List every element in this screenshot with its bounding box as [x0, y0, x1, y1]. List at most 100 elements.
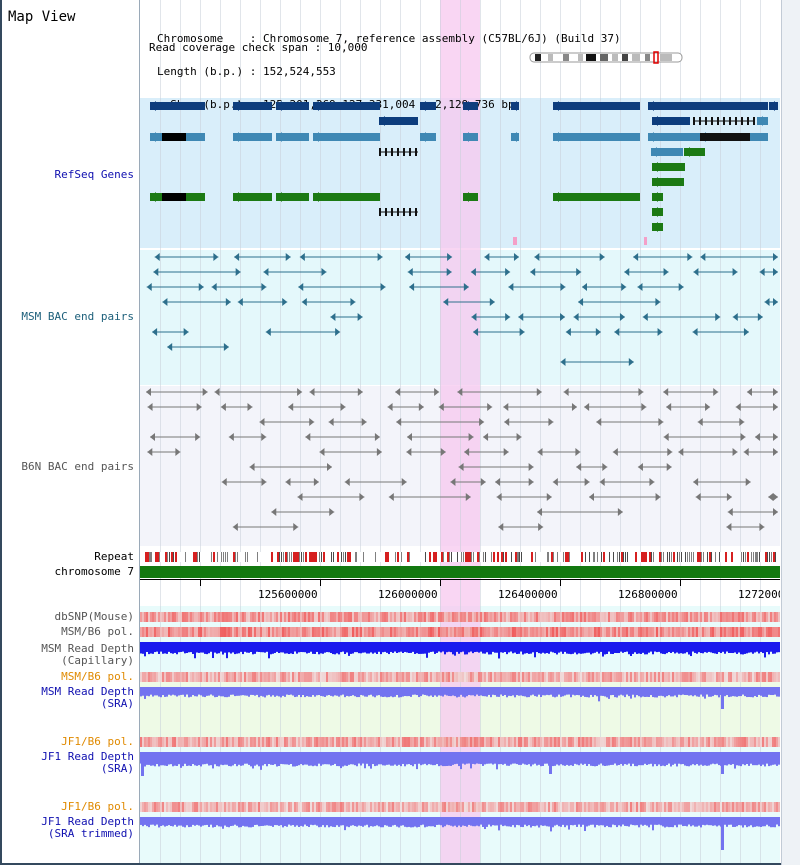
jf1-depth-sra-bar [630, 752, 632, 767]
msm-pol2-cell [392, 672, 394, 682]
msm-bac-pair-end [565, 328, 571, 336]
refseq-gene-features[interactable] [150, 101, 778, 245]
jf1-pol-cell [556, 737, 558, 747]
dbsnp-cell [652, 612, 654, 622]
repeat-element [271, 552, 273, 562]
refseq-label[interactable]: RefSeq Genes [54, 168, 134, 181]
jf1-pol2-cell [324, 802, 326, 812]
jf1-pol-cell [552, 737, 554, 747]
jf1-depth-sra-label[interactable]: JF1 Read Depth (SRA) [0, 751, 134, 775]
repeat-element [321, 552, 322, 562]
msm-depth-sra-bar [672, 687, 674, 697]
b6n-bac-label[interactable]: B6N BAC end pairs [21, 460, 134, 473]
msm-depth-cap-bar [726, 642, 728, 652]
msm-depth-sra-bar [424, 687, 426, 695]
msm-depth-cap-label[interactable]: MSM Read Depth (Capillary) [0, 643, 134, 667]
jf1-pol-cell [524, 737, 526, 747]
msm-pol-cell [752, 627, 754, 637]
dbsnp-cell [356, 612, 358, 622]
msm-depth-cap-bar [234, 642, 236, 655]
msm-pol2-cell [720, 672, 722, 682]
msm-pol-label[interactable]: MSM/B6 pol. [61, 625, 134, 638]
msm-pol-cell [466, 627, 468, 637]
jf1-depth-sra-bar [374, 752, 376, 767]
msm-pol2-cell [424, 672, 426, 682]
msm-depth-cap-bar [668, 642, 670, 653]
b6n-bac-pair-end [666, 463, 672, 471]
jf1-pol-label[interactable]: JF1/B6 pol. [61, 735, 134, 748]
msm-depth-sra-label[interactable]: MSM Read Depth (SRA) [0, 686, 134, 710]
jf1-pol-cell [660, 737, 662, 747]
jf1-pol-cell [752, 737, 754, 747]
jf1-depth-sra-bar [366, 752, 368, 764]
msm-bac-label[interactable]: MSM BAC end pairs [21, 310, 134, 323]
gene-arrow [553, 132, 559, 142]
msm-depth-cap-bar [166, 642, 168, 654]
jf1-depth-trim-bar [564, 817, 566, 828]
chromosome-ideogram[interactable] [529, 51, 683, 64]
msm-pol2-label[interactable]: MSM/B6 pol. [61, 670, 134, 683]
jf1-depth-sra-bar [616, 752, 618, 766]
msm-pol2-cell [490, 672, 492, 682]
msm-depth-sra-bar [330, 687, 332, 696]
msm-pol-cell [620, 627, 622, 637]
jf1-depth-trim-label[interactable]: JF1 Read Depth (SRA trimmed) [0, 816, 134, 840]
msm-pol-cell [156, 627, 158, 637]
refseq-gene-row7 [313, 193, 380, 201]
b6n-bac-pairs[interactable] [146, 388, 778, 531]
msm-bac-pair-end [530, 268, 536, 276]
jf1-pol2-label[interactable]: JF1/B6 pol. [61, 800, 134, 813]
msm-pol-cell [598, 627, 600, 637]
dbsnp-cell [612, 612, 614, 622]
jf1-pol2-cell [632, 802, 634, 812]
refseq-gene-row1 [420, 102, 436, 110]
dbsnp-cell [440, 612, 442, 622]
jf1-depth-sra-bar [288, 752, 290, 765]
msm-pol-cell [652, 627, 654, 637]
msm-depth-sra-bar [580, 687, 582, 697]
msm-depth-sra-bar [344, 687, 346, 698]
msm-bac-pair-end [213, 253, 219, 261]
dbsnp-cell [442, 612, 444, 622]
dbsnp-cell [540, 612, 542, 622]
msm-pol-cell [348, 627, 350, 637]
dbsnp-cell [734, 612, 736, 622]
repeat-element [625, 552, 626, 562]
msm-pol-cell [716, 627, 718, 637]
msm-pol-cell [658, 627, 660, 637]
dbsnp-cell [674, 612, 676, 622]
jf1-pol2-cell [516, 802, 518, 812]
jf1-depth-sra-bar [158, 752, 160, 767]
jf1-depth-trim-bar [230, 817, 232, 827]
dbsnp-cell [480, 612, 482, 622]
jf1-depth-sra-bar [582, 752, 584, 765]
jf1-depth-trim-bar [500, 817, 502, 825]
vertical-scrollbar[interactable] [781, 0, 800, 865]
jf1-pol-cell [240, 737, 242, 747]
jf1-pol-cell [388, 737, 390, 747]
msm-pol-cell [526, 627, 528, 637]
msm-pol2-cell [632, 672, 634, 682]
jf1-pol-cell [266, 737, 268, 747]
msm-bac-pairs[interactable] [146, 253, 778, 366]
msm-pol2-cell [298, 672, 300, 682]
msm-depth-sra-bar [426, 687, 428, 696]
msm-pol2-cell [620, 672, 622, 682]
jf1-depth-trim-bar [752, 817, 754, 828]
msm-pol-cell [190, 627, 192, 637]
msm-pol-cell [176, 627, 178, 637]
jf1-pol2-cell [340, 802, 342, 812]
dbsnp-label[interactable]: dbSNP(Mouse) [54, 610, 134, 623]
jf1-pol2-cell [510, 802, 512, 812]
jf1-depth-trim-bar-spike [721, 817, 724, 850]
msm-depth-cap-bar [710, 642, 712, 653]
msm-depth-cap-bar [558, 642, 560, 653]
msm-depth-cap-bar [760, 642, 762, 652]
msm-pol2-cell [272, 672, 274, 682]
msm-depth-cap-bar [732, 642, 734, 654]
dbsnp-cell [306, 612, 308, 622]
jf1-pol-cell [766, 737, 768, 747]
msm-depth-cap-bar [612, 642, 614, 655]
jf1-pol2-cell [188, 802, 190, 812]
jf1-pol-cell [754, 737, 756, 747]
